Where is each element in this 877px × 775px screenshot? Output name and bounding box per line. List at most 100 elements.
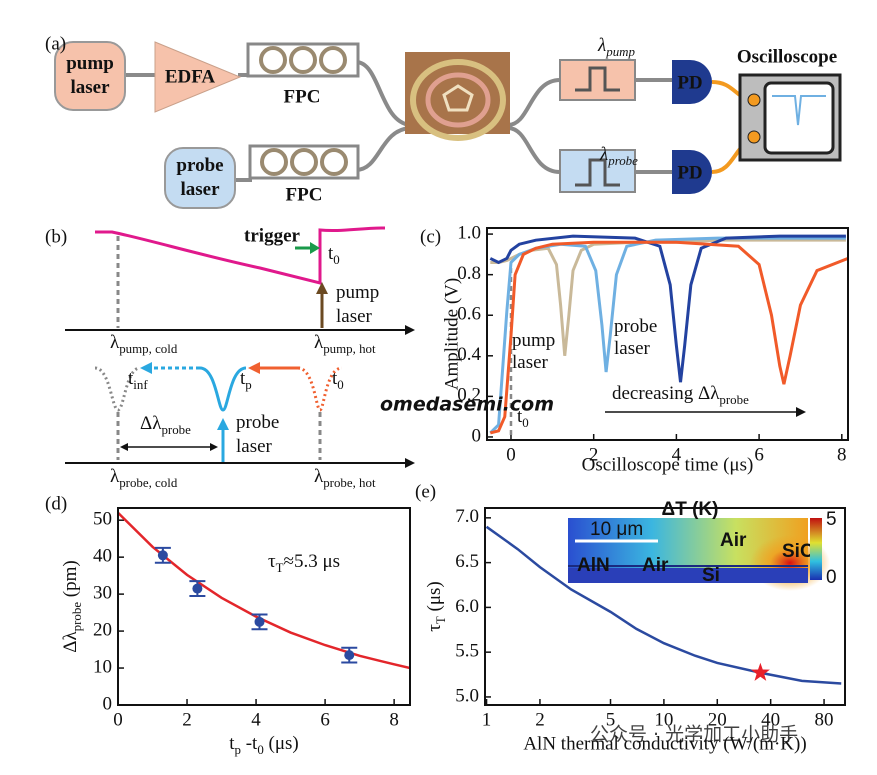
colorbar-tick-label: 5	[826, 509, 837, 530]
annotation-line: laser	[512, 352, 549, 373]
probe-laser-label-line: probe	[236, 412, 279, 433]
panel-label: (a)	[45, 33, 66, 54]
x-axis-label-part: 0	[257, 742, 263, 757]
x-tick-label: 1	[482, 709, 492, 730]
pump-laser-label: pump laser	[66, 53, 114, 98]
annotation-line: pump	[512, 330, 555, 351]
point	[192, 583, 203, 594]
line	[489, 234, 846, 383]
inset-label: Air	[642, 555, 669, 576]
pump-laser-label-line: pump	[66, 53, 114, 74]
arrow-head	[796, 407, 806, 417]
pump-laser-label-line: pump	[336, 282, 379, 303]
line	[485, 525, 842, 685]
y-tick-label: 0.8	[457, 263, 481, 284]
t-label-part: p	[245, 377, 251, 392]
annotation-part: ≈5.3 μs	[284, 551, 341, 572]
y-tick-label: 7.0	[455, 506, 479, 527]
fpc-label: FPC	[284, 86, 321, 107]
y-axis-label-part: (pm)	[60, 560, 81, 602]
filter-label-part: pump	[605, 44, 635, 59]
lambda-label-part: λ	[314, 332, 324, 353]
pump-laser-label: pump laser	[336, 282, 379, 327]
filter-label: λprobe	[599, 144, 638, 168]
annotation-line: laser	[614, 338, 651, 359]
annotation-part: 0	[522, 415, 528, 430]
annotation: decreasing Δλprobe	[612, 383, 749, 407]
x-tick-label: 2	[535, 709, 545, 730]
x-axis-label: AlN thermal conductivity (W/(m·K))	[523, 733, 806, 754]
lambda-label-part: λ	[314, 466, 324, 487]
colorbar-tick-label: 0	[826, 567, 837, 588]
filter-label: λpump	[597, 35, 635, 59]
line	[490, 238, 846, 356]
annotation-part: T	[276, 560, 284, 575]
y-tick-label: 0	[472, 425, 482, 446]
y-axis-label-part: τ	[424, 624, 445, 632]
y-tick-label: 0.6	[457, 304, 481, 325]
lambda-label: λpump, cold	[110, 332, 178, 356]
annotation-part: probe	[719, 392, 749, 407]
y-axis-label-part: Δλ	[60, 631, 81, 653]
pd-label: PD	[677, 162, 702, 183]
y-axis-label-part: (μs)	[424, 581, 445, 616]
inset-substrate	[568, 568, 808, 583]
star-marker	[750, 662, 770, 681]
panel-label: (b)	[45, 226, 67, 247]
line	[489, 240, 848, 435]
x-tick-label: 0	[113, 709, 123, 730]
x-tick-label: 6	[320, 709, 330, 730]
y-axis-label-part: probe	[69, 602, 84, 632]
panel-label: (c)	[420, 226, 441, 247]
annotation: probe laser	[614, 316, 657, 359]
x-axis-label: Oscilloscope time (μs)	[582, 454, 754, 475]
point	[254, 616, 265, 627]
lambda-label-part: λ	[110, 332, 120, 353]
pump-laser-label-line: laser	[70, 77, 110, 98]
t0-label-part: 0	[333, 252, 339, 267]
x-tick-label: 8	[837, 444, 847, 465]
x-axis-label-part: t	[229, 733, 235, 754]
lambda-label-part: pump, cold	[119, 341, 178, 356]
y-tick-label: 10	[93, 656, 112, 677]
oscilloscope-label: Oscilloscope	[737, 46, 837, 67]
y-tick-label: 0	[103, 693, 113, 714]
line	[118, 511, 410, 670]
y-tick-label: 50	[93, 509, 112, 530]
lambda-label: λprobe, cold	[110, 466, 178, 490]
t-label: tp	[240, 368, 252, 392]
y-axis-label: Δλprobe (pm)	[60, 560, 84, 653]
lambda-label-part: probe, hot	[323, 475, 376, 490]
annotation: τT≈5.3 μs	[268, 551, 340, 575]
delta-label-part: probe	[161, 422, 191, 437]
y-tick-label: 1.0	[457, 222, 481, 243]
t-label-part: 0	[337, 377, 343, 392]
inset-label: SiC	[782, 541, 814, 562]
pd-label: PD	[677, 72, 702, 93]
x-axis-label-part: p	[235, 742, 241, 757]
x-axis-label: tp -t0 (μs)	[229, 733, 299, 757]
y-axis-label: τT (μs)	[424, 581, 448, 632]
y-axis-label-part: T	[433, 616, 448, 624]
x-tick-label: 4	[251, 709, 261, 730]
y-tick-label: 6.5	[455, 551, 479, 572]
plot-frame	[486, 227, 849, 441]
watermark: omedasemi.com	[380, 394, 554, 416]
y-tick-label: 0.2	[457, 385, 481, 406]
panel-label: (e)	[415, 481, 436, 502]
delta-label-part: Δλ	[140, 413, 162, 434]
t-label: tinf	[128, 368, 148, 392]
annotation: pump laser	[512, 330, 555, 373]
point	[344, 650, 355, 661]
lambda-label: λpump, hot	[314, 332, 376, 356]
panel-a-drawing	[54, 41, 842, 209]
fpc-label: FPC	[286, 184, 323, 205]
t-label: t0	[332, 368, 344, 392]
filter-label-part: probe	[607, 153, 638, 168]
filter-label-part: λ	[599, 144, 608, 165]
t0-label-part: t	[328, 243, 334, 264]
probe-laser-label: probe laser	[236, 412, 279, 457]
y-tick-label: 5.0	[455, 685, 479, 706]
annotation-line: probe	[614, 316, 657, 337]
